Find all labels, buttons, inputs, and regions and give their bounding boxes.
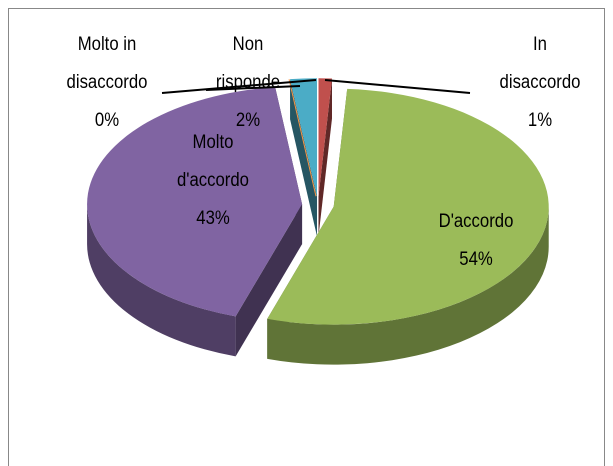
slice-edge <box>290 79 317 237</box>
value-label: 1% <box>527 110 553 131</box>
value-label: 43% <box>196 208 230 229</box>
value-label: 2% <box>235 110 261 131</box>
data-label: Molto in disaccordo 0% <box>59 26 156 140</box>
slice-side <box>267 206 549 365</box>
data-label: Non risponde 2% <box>204 26 292 140</box>
slice <box>87 87 303 317</box>
leader-line <box>324 79 471 94</box>
leader-line <box>205 85 301 91</box>
category-label: In disaccordo <box>499 34 581 93</box>
category-label: Molto in disaccordo <box>66 34 148 93</box>
data-label: In disaccordo 1% <box>496 26 584 140</box>
category-label: Molto d'accordo <box>177 132 249 191</box>
leader-line <box>161 79 317 94</box>
data-label: Molto d'accordo 43% <box>169 124 257 238</box>
slice-side <box>87 204 236 357</box>
value-label: 54% <box>459 249 493 270</box>
data-label: D'accordo 54% <box>428 203 525 279</box>
value-label: 0% <box>94 110 120 131</box>
slice <box>290 78 317 197</box>
category-label: Non risponde <box>215 34 281 93</box>
slice <box>267 88 549 325</box>
slice <box>318 78 333 197</box>
slice-edge <box>318 78 333 237</box>
slice-edge <box>235 204 303 357</box>
category-label: D'accordo <box>438 211 514 232</box>
